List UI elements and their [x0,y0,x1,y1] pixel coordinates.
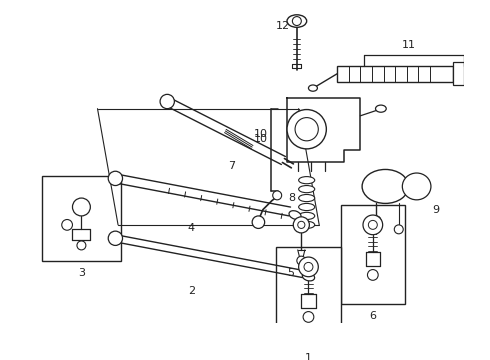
Ellipse shape [302,273,315,281]
Ellipse shape [287,15,307,27]
Text: 11: 11 [402,40,416,50]
Bar [341,205,405,303]
Text: 9: 9 [432,205,439,215]
Circle shape [298,221,305,229]
Circle shape [368,220,377,229]
Circle shape [273,191,282,200]
Ellipse shape [298,221,315,229]
Circle shape [293,17,301,26]
Circle shape [62,220,73,230]
Ellipse shape [402,173,431,200]
Text: 6: 6 [369,311,376,321]
Circle shape [394,225,403,234]
Circle shape [108,231,122,246]
Ellipse shape [298,212,315,220]
Circle shape [73,198,90,216]
Text: 4: 4 [188,223,195,233]
Ellipse shape [298,185,315,193]
Circle shape [160,94,174,109]
Bar [276,247,341,346]
Text: 8: 8 [288,193,295,203]
Circle shape [287,109,326,149]
Ellipse shape [362,170,409,203]
Circle shape [77,241,86,250]
Circle shape [372,216,381,225]
Ellipse shape [298,194,315,202]
Circle shape [303,312,314,322]
Text: 10: 10 [253,129,268,139]
Text: 10: 10 [253,134,268,144]
Text: 12: 12 [275,21,290,31]
Bar [453,62,464,85]
Ellipse shape [298,203,315,211]
Circle shape [294,217,309,233]
Ellipse shape [298,177,315,184]
Circle shape [368,270,378,280]
Circle shape [252,216,265,229]
Text: 7: 7 [228,161,235,171]
Circle shape [363,215,383,235]
Ellipse shape [309,85,318,91]
Circle shape [108,171,122,185]
Ellipse shape [289,211,301,219]
Bar [42,176,121,261]
Text: 1: 1 [305,353,312,360]
Text: 2: 2 [188,285,195,296]
Circle shape [295,118,319,141]
Circle shape [298,257,318,277]
Text: 3: 3 [78,268,85,278]
Bar [337,66,453,82]
Circle shape [297,256,306,265]
Text: 5: 5 [287,268,294,278]
Circle shape [304,262,313,271]
Ellipse shape [375,105,386,112]
